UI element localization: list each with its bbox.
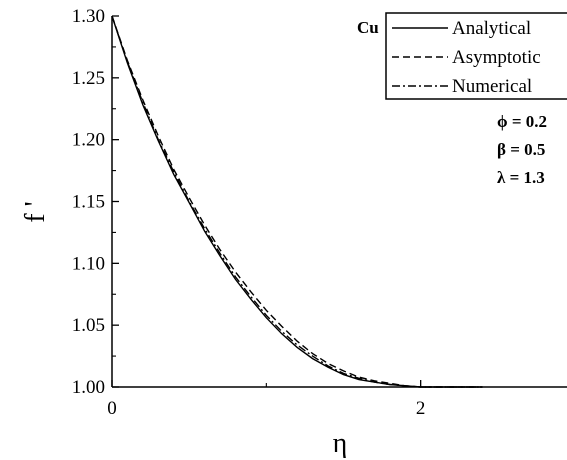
y-tick-label: 1.20 [72, 130, 105, 151]
y-axis-title: f ' [20, 201, 51, 222]
y-tick-label: 1.25 [72, 68, 105, 89]
x-tick-label: 2 [416, 398, 426, 419]
legend-label-analytical: Analytical [452, 18, 531, 39]
y-tick-label: 1.00 [72, 377, 105, 398]
material-label: Cu [357, 18, 379, 37]
x-axis-title: η [333, 428, 348, 459]
ticks: 1.00 1.05 1.10 1.15 1.20 1.25 1.30 0 2 [72, 6, 426, 419]
parameter-label: β = 0.5 [497, 140, 545, 159]
parameters: ϕ = 0.2 β = 0.5 λ = 1.3 [497, 112, 547, 187]
legend-label-numerical: Numerical [452, 76, 532, 97]
y-tick-label: 1.30 [72, 6, 105, 27]
y-tick-label: 1.05 [72, 315, 105, 336]
series-lines [111, 15, 483, 388]
y-tick-label: 1.15 [72, 192, 105, 213]
series-line-numerical [111, 15, 483, 388]
legend-label-asymptotic: Asymptotic [452, 47, 541, 68]
legend: Analytical Asymptotic Numerical [385, 12, 567, 100]
x-tick-label: 0 [107, 398, 117, 419]
parameter-label: ϕ = 0.2 [497, 112, 547, 131]
parameter-label: λ = 1.3 [497, 168, 545, 187]
y-tick-label: 1.10 [72, 253, 105, 274]
